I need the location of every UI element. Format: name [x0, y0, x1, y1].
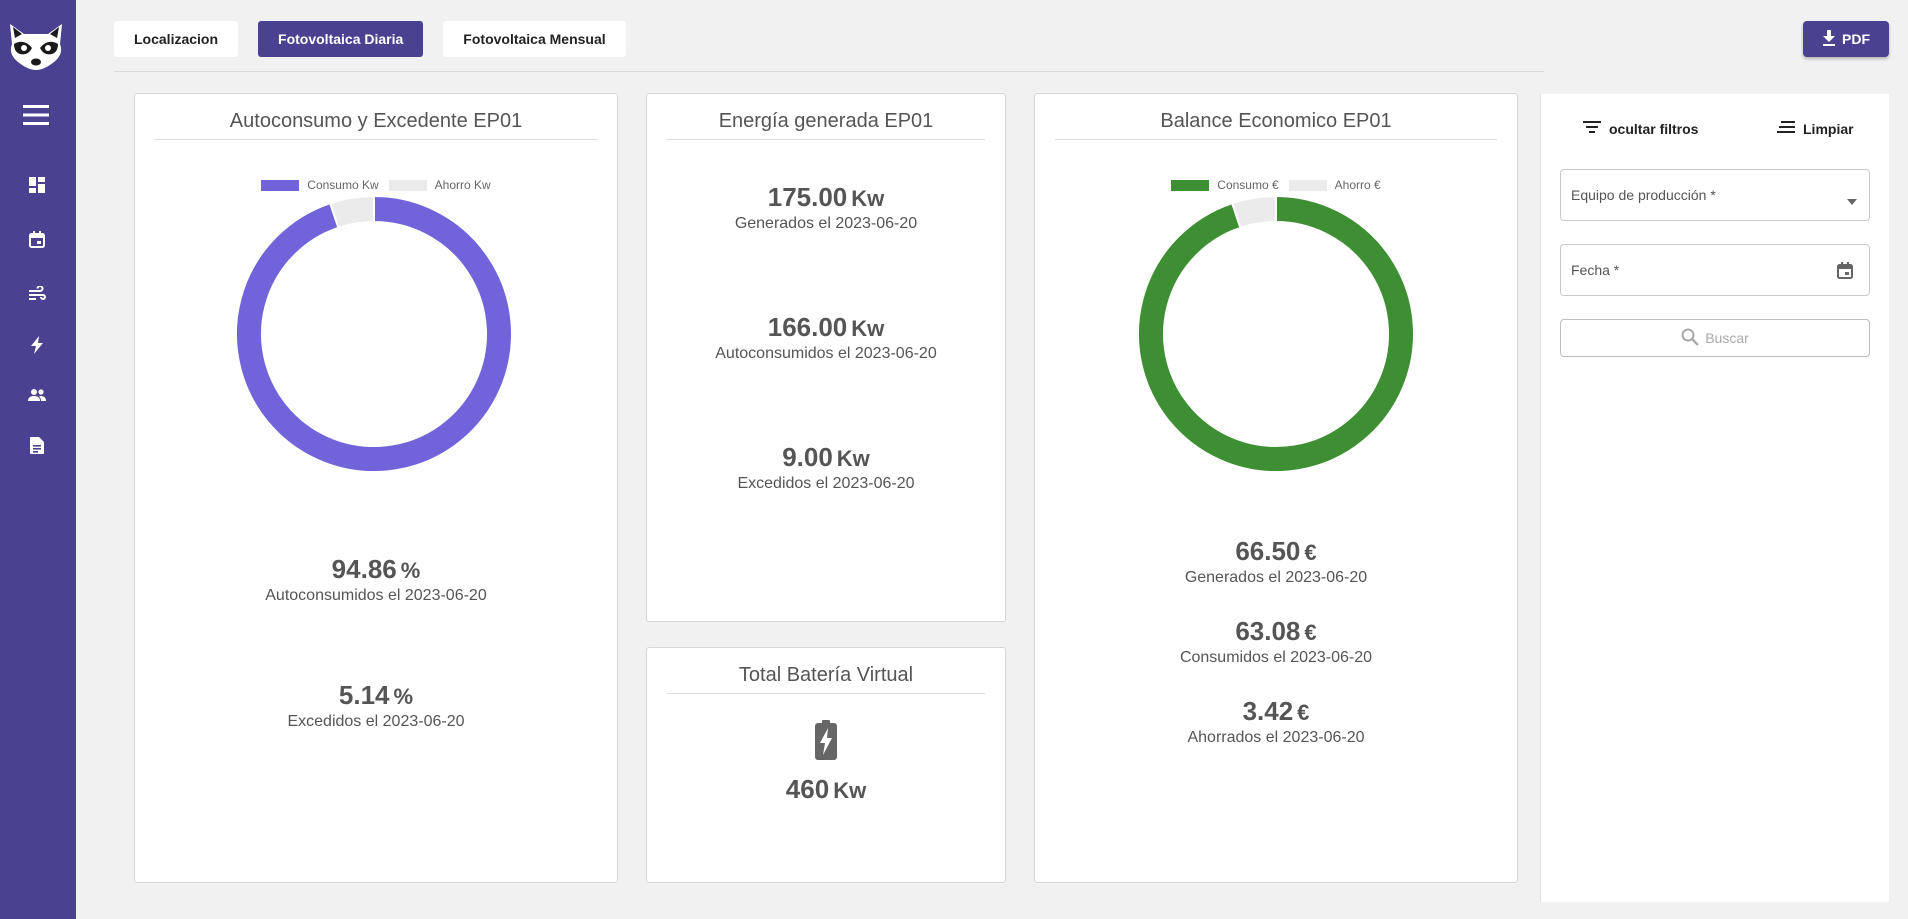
autoconsumo-stat-1: 94.86% Autoconsumidos el 2023-06-20 [135, 554, 617, 605]
legend-swatch [261, 179, 300, 191]
stat-unit: Kw [836, 446, 870, 471]
autoconsumo-title: Autoconsumo y Excedente EP01 [155, 110, 597, 140]
stat-value: 66.50 [1235, 536, 1301, 566]
hide-filters-label: ocultar filtros [1609, 120, 1699, 137]
dropdown-arrow-icon [1847, 192, 1857, 208]
energia-title: Energía generada EP01 [667, 110, 985, 140]
raccoon-logo[interactable] [4, 20, 68, 72]
stat-unit: € [1304, 620, 1317, 645]
stat-label: Autoconsumidos el 2023-06-20 [715, 345, 937, 362]
bateria-stat: 460 Kw [647, 774, 1005, 805]
tab-fotovoltaica-diaria[interactable]: Fotovoltaica Diaria [258, 21, 424, 57]
donut-slice-consumo-kw[interactable] [234, 194, 513, 473]
balance-stat-1: 66.50 € Generados el 2023-06-20 [1035, 536, 1517, 587]
legend-label: Ahorro Kw [434, 178, 491, 192]
users-icon[interactable] [24, 382, 50, 408]
clear-icon [1777, 120, 1795, 137]
calendar-icon[interactable] [1837, 262, 1853, 282]
tab-localizacion[interactable]: Localizacion [114, 21, 239, 57]
clear-filters-button[interactable]: Limpiar [1777, 120, 1854, 137]
stat-label: Autoconsumidos el 2023-06-20 [265, 587, 487, 604]
sidebar [0, 0, 76, 919]
pdf-label: PDF [1842, 31, 1870, 47]
energia-stat-1: 175.00 Kw Generados el 2023-06-20 [647, 182, 1005, 233]
search-label: Buscar [1705, 330, 1749, 346]
hide-filters-button[interactable]: ocultar filtros [1583, 120, 1698, 137]
stat-value: 63.08 [1235, 616, 1301, 646]
view-tabs: Localizacion Fotovoltaica Diaria Fotovol… [114, 21, 626, 57]
legend-label: Consumo € [1217, 178, 1279, 192]
bateria-title: Total Batería Virtual [667, 664, 985, 694]
tab-fotovoltaica-mensual[interactable]: Fotovoltaica Mensual [443, 21, 626, 57]
donut-slice-ahorro[interactable] [1230, 194, 1277, 230]
legend-consumo-eur[interactable]: Consumo € [1171, 178, 1279, 192]
stat-value: 5.14 [338, 680, 390, 710]
stat-unit: Kw [833, 778, 867, 803]
energia-stat-3: 9.00 Kw Excedidos el 2023-06-20 [647, 442, 1005, 493]
stat-unit: € [1297, 700, 1310, 725]
filter-panel: ocultar filtros Limpiar Equipo de produc… [1540, 94, 1889, 902]
legend-label: Consumo Kw [307, 178, 379, 192]
search-button[interactable]: Buscar [1560, 319, 1870, 357]
legend-ahorro-kw[interactable]: Ahorro Kw [388, 178, 491, 192]
fecha-field[interactable]: Fecha * [1560, 244, 1870, 296]
legend-swatch [388, 179, 427, 191]
balance-title: Balance Economico EP01 [1055, 110, 1497, 140]
document-icon[interactable] [24, 432, 50, 458]
stat-value: 460 [785, 774, 830, 804]
stat-label: Generados el 2023-06-20 [734, 215, 918, 232]
menu-icon[interactable] [22, 101, 50, 129]
legend-swatch [1288, 179, 1327, 191]
balance-donut-chart [1137, 194, 1415, 473]
legend-swatch [1171, 179, 1210, 191]
stat-value: 3.42 [1242, 696, 1294, 726]
dashboard-icon[interactable] [24, 172, 50, 198]
legend-ahorro-eur[interactable]: Ahorro € [1288, 178, 1381, 192]
pdf-download-button[interactable]: PDF [1803, 21, 1889, 57]
balance-legend: Consumo € Ahorro € [1035, 178, 1517, 192]
stat-value: 9.00 [782, 442, 833, 472]
stat-value: 94.86 [331, 554, 397, 584]
stat-label: Generados el 2023-06-20 [1184, 569, 1368, 586]
stat-unit: Kw [851, 186, 885, 211]
battery-icon [647, 720, 1005, 760]
legend-consumo-kw[interactable]: Consumo Kw [261, 178, 379, 192]
stat-unit: € [1304, 540, 1317, 565]
top-divider [114, 71, 1544, 72]
bateria-card: Total Batería Virtual 460 Kw [646, 647, 1006, 883]
energia-stat-2: 166.00 Kw Autoconsumidos el 2023-06-20 [647, 312, 1005, 363]
autoconsumo-donut-chart [234, 194, 513, 473]
bolt-icon[interactable] [24, 332, 50, 358]
balance-stat-2: 63.08 € Consumidos el 2023-06-20 [1035, 616, 1517, 667]
search-icon [1681, 328, 1700, 349]
equipo-placeholder: Equipo de producción * [1571, 187, 1716, 203]
autoconsumo-stat-2: 5.14% Excedidos el 2023-06-20 [135, 680, 617, 731]
calendar-icon[interactable] [24, 226, 50, 252]
balance-card: Balance Economico EP01 Consumo € Ahorro … [1034, 93, 1518, 883]
balance-stat-3: 3.42 € Ahorrados el 2023-06-20 [1035, 696, 1517, 747]
stat-label: Excedidos el 2023-06-20 [737, 475, 915, 492]
donut-slice-consumo[interactable] [1137, 194, 1415, 473]
stat-value: 166.00 [767, 312, 848, 342]
clear-filters-label: Limpiar [1803, 120, 1854, 137]
autoconsumo-legend: Consumo Kw Ahorro Kw [135, 178, 617, 192]
stat-label: Ahorrados el 2023-06-20 [1187, 729, 1365, 746]
stat-unit: % [400, 558, 421, 583]
filter-icon [1583, 120, 1601, 137]
stat-value: 175.00 [767, 182, 848, 212]
legend-label: Ahorro € [1334, 178, 1381, 192]
energia-card: Energía generada EP01 175.00 Kw Generados… [646, 93, 1006, 622]
stat-unit: Kw [851, 316, 885, 341]
donut-slice-ahorro-kw[interactable] [328, 194, 375, 230]
download-icon [1822, 29, 1836, 49]
autoconsumo-card: Autoconsumo y Excedente EP01 Consumo Kw … [134, 93, 618, 883]
stat-label: Consumidos el 2023-06-20 [1179, 649, 1373, 666]
wind-icon[interactable] [24, 281, 50, 307]
stat-label: Excedidos el 2023-06-20 [287, 713, 465, 730]
stat-unit: % [393, 684, 414, 709]
fecha-placeholder: Fecha * [1571, 262, 1620, 278]
equipo-produccion-select[interactable]: Equipo de producción * [1560, 169, 1870, 221]
